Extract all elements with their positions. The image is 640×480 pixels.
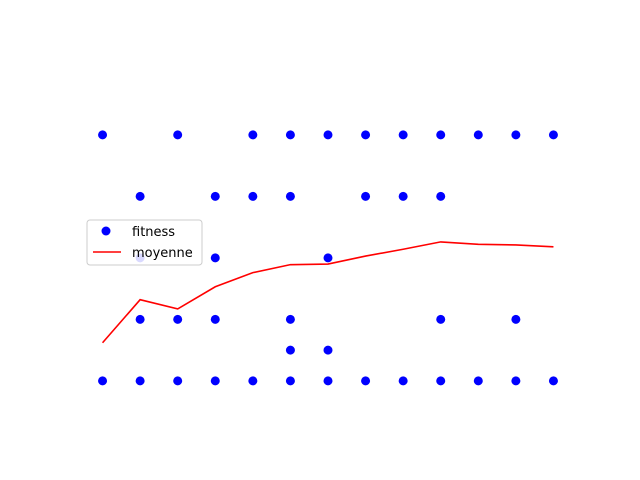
fitness-point	[323, 253, 333, 263]
fitness-point	[210, 253, 220, 263]
fitness-point	[436, 314, 446, 324]
legend: fitness moyenne	[86, 219, 203, 266]
fitness-point	[361, 130, 371, 140]
fitness-point	[511, 130, 521, 140]
fitness-point	[511, 314, 521, 324]
series-line-moyenne	[101, 241, 554, 344]
fitness-point	[436, 130, 446, 140]
fitness-point	[98, 376, 108, 386]
fitness-point	[398, 376, 408, 386]
legend-label-fitness: fitness	[132, 225, 175, 240]
fitness-point	[436, 376, 446, 386]
plot-area	[98, 130, 558, 386]
fitness-point	[210, 376, 220, 386]
fitness-point	[398, 191, 408, 201]
fitness-point	[248, 130, 258, 140]
legend-marker-fitness	[101, 226, 111, 236]
fitness-point	[323, 130, 333, 140]
fitness-point	[135, 191, 145, 201]
fitness-point	[511, 376, 521, 386]
fitness-point	[398, 130, 408, 140]
fitness-point	[323, 345, 333, 355]
fitness-point	[173, 130, 183, 140]
fitness-point	[473, 376, 483, 386]
fitness-point	[436, 191, 446, 201]
fitness-point	[361, 191, 371, 201]
fitness-point	[285, 191, 295, 201]
fitness-point	[285, 376, 295, 386]
fitness-point	[285, 130, 295, 140]
fitness-point	[210, 191, 220, 201]
fitness-point	[548, 376, 558, 386]
fitness-point	[210, 314, 220, 324]
fitness-point	[248, 191, 258, 201]
fitness-point	[361, 376, 371, 386]
fitness-point	[98, 130, 108, 140]
fitness-point	[548, 130, 558, 140]
fitness-point	[285, 345, 295, 355]
fitness-point	[285, 314, 295, 324]
fitness-point	[173, 314, 183, 324]
legend-box	[86, 219, 203, 266]
legend-label-moyenne: moyenne	[132, 246, 193, 261]
fitness-point	[323, 376, 333, 386]
fitness-point	[135, 376, 145, 386]
fitness-point	[473, 130, 483, 140]
fitness-point	[173, 376, 183, 386]
fitness-point	[248, 376, 258, 386]
fitness-point	[135, 314, 145, 324]
